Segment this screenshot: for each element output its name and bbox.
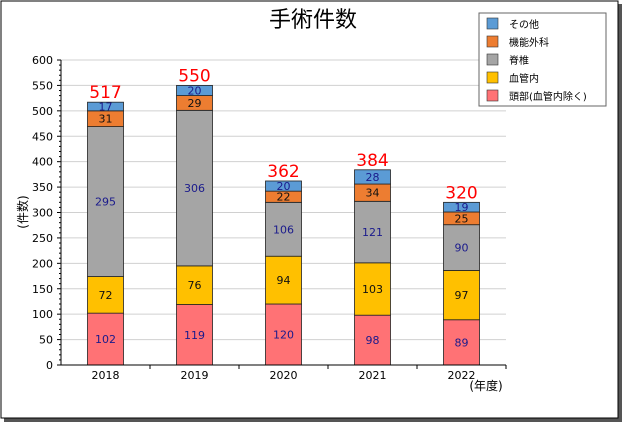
segment-value-label: 120 — [273, 329, 294, 342]
y-tick-label: 600 — [32, 54, 53, 67]
bar-segment — [443, 319, 480, 366]
legend-swatch — [486, 89, 499, 102]
legend-label: 頭部(血管内除く) — [509, 90, 587, 103]
segment-value-label: 25 — [455, 212, 469, 225]
legend-swatch — [486, 53, 499, 66]
bar-total-label: 550 — [178, 66, 210, 86]
y-tick-label: 100 — [32, 308, 53, 321]
segment-value-label: 295 — [95, 196, 116, 209]
y-tick-label: 200 — [32, 257, 53, 270]
segment-value-label: 34 — [366, 187, 380, 200]
segment-value-label: 17 — [99, 101, 113, 114]
y-tick-label: 350 — [32, 181, 53, 194]
legend-swatch — [486, 17, 499, 30]
segment-value-label: 76 — [188, 279, 202, 292]
bar-segment — [354, 314, 391, 366]
bar-segment — [443, 224, 480, 271]
y-tick-label: 400 — [32, 156, 53, 169]
bar-segment — [354, 169, 391, 185]
x-tick-label: 2020 — [270, 369, 298, 382]
segment-value-label: 106 — [273, 223, 294, 236]
x-tick-label: 2021 — [359, 369, 387, 382]
bar-segment — [176, 85, 213, 96]
segment-value-label: 19 — [455, 201, 469, 214]
x-tick-label: 2022 — [448, 369, 476, 382]
bar-segment — [87, 312, 124, 366]
bar-segment — [87, 276, 124, 314]
bar-total-label: 320 — [445, 183, 477, 203]
legend-box — [478, 12, 607, 107]
legend-label: その他 — [509, 18, 539, 31]
x-tick-label: 2018 — [92, 369, 120, 382]
axes-group: 0 50 100 150 200 250 300 350 400 450 500 550 600 2018… — [32, 54, 507, 382]
segment-value-label: 121 — [362, 226, 383, 239]
segment-value-label: 28 — [366, 171, 380, 184]
y-tick-label: 500 — [32, 105, 53, 118]
segment-value-label: 98 — [366, 334, 380, 347]
segment-value-label: 119 — [184, 329, 205, 342]
y-axis-label: (件数) — [15, 195, 30, 228]
segment-value-label: 31 — [99, 113, 113, 126]
x-tick-label: 2019 — [181, 369, 209, 382]
y-tick-label: 300 — [32, 207, 53, 220]
y-tick-label: 150 — [32, 283, 53, 296]
segment-value-label: 306 — [184, 182, 205, 195]
bar-segment — [87, 101, 124, 112]
bar-segment — [443, 201, 480, 213]
bar-segment — [265, 201, 302, 257]
segment-value-label: 94 — [277, 274, 291, 287]
bar-segment — [265, 255, 302, 305]
bar-segment — [87, 126, 124, 277]
segment-value-label: 72 — [99, 289, 113, 302]
y-tick-label: 0 — [46, 359, 53, 372]
labels-group: 1027229531175171197630629205501209410622… — [89, 66, 477, 349]
segment-value-label: 22 — [277, 191, 291, 204]
segment-value-label: 90 — [455, 242, 469, 255]
bar-segment — [265, 303, 302, 366]
legend-label: 機能外科 — [509, 36, 549, 49]
legend-swatch — [486, 35, 499, 48]
bars-group — [87, 85, 480, 366]
segment-value-label: 103 — [362, 283, 383, 296]
segment-value-label: 89 — [455, 336, 469, 349]
bar-total-label: 517 — [89, 83, 121, 103]
y-tick-label: 550 — [32, 79, 53, 92]
y-tick-label: 50 — [39, 334, 53, 347]
segment-value-label: 20 — [188, 85, 202, 98]
legend-swatch — [486, 71, 499, 84]
segment-value-label: 97 — [455, 289, 469, 302]
bar-total-label: 362 — [267, 162, 299, 182]
bar-segment — [176, 109, 213, 267]
chart-title: 手術件数 — [269, 8, 357, 33]
segment-value-label: 102 — [95, 333, 116, 346]
segment-value-label: 20 — [277, 180, 291, 193]
y-tick-label: 250 — [32, 232, 53, 245]
bar-segment — [354, 262, 391, 316]
x-axis-label: (年度) — [469, 378, 502, 393]
legend-label: 血管内 — [509, 72, 539, 85]
legend-label: 脊椎 — [509, 54, 529, 67]
bar-total-label: 384 — [356, 151, 388, 171]
bar-segment — [265, 180, 302, 192]
segment-value-label: 29 — [188, 97, 202, 110]
y-tick-label: 450 — [32, 130, 53, 143]
